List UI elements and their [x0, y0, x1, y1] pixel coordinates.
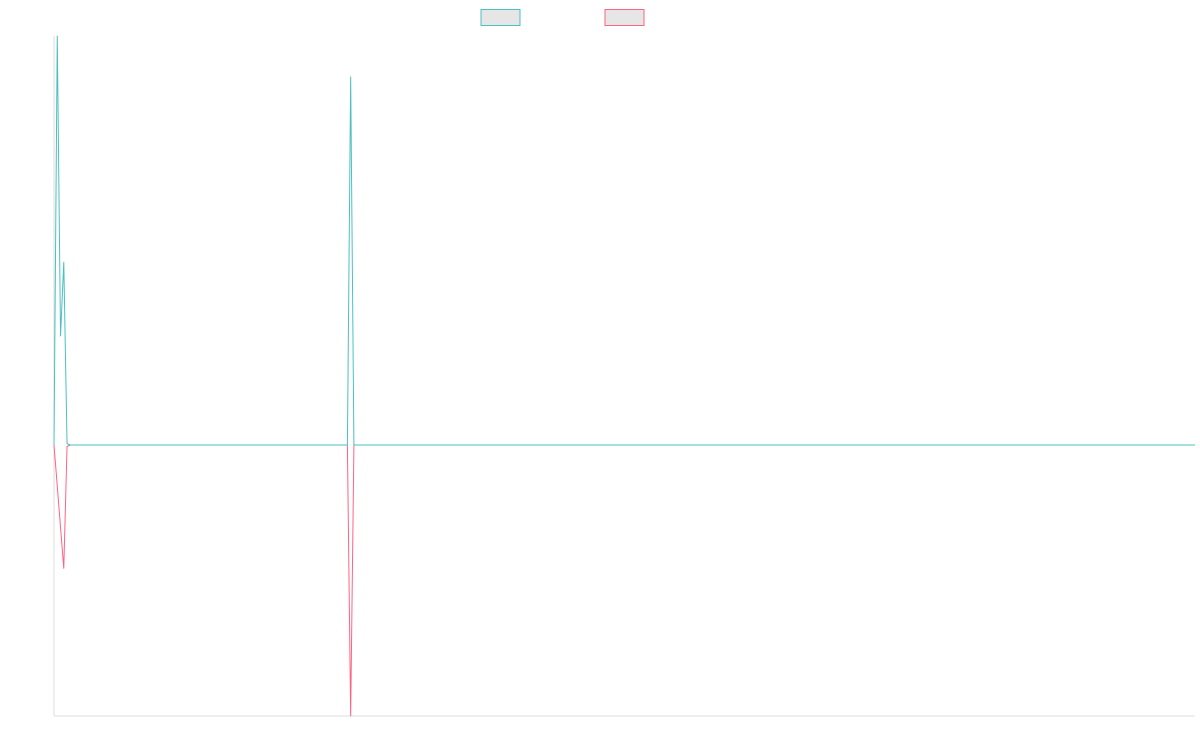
series-layer [53, 35, 1195, 717]
legend-swatch-2[interactable] [604, 9, 645, 26]
legend[interactable] [480, 9, 645, 26]
axes [53, 36, 1195, 717]
series-1-line [53, 35, 1195, 446]
legend-swatch-1[interactable] [480, 9, 521, 26]
series-2-line [53, 444, 1195, 717]
